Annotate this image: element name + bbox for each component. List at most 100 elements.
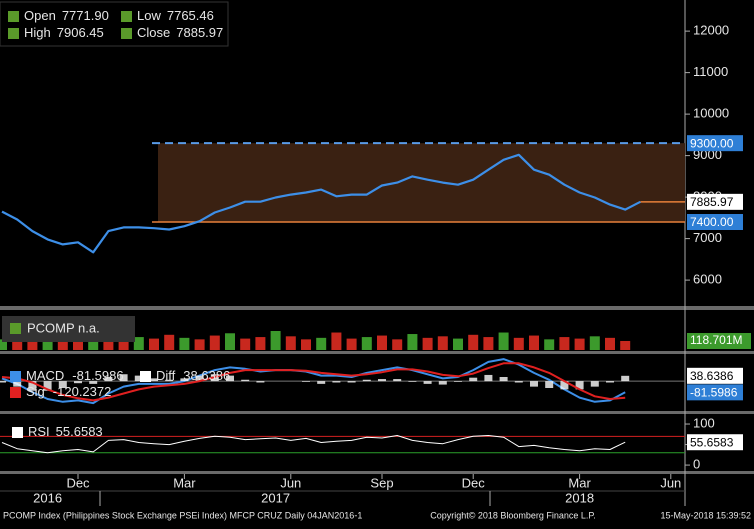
ohlc-label: Open <box>24 8 56 23</box>
ohlc-label: High <box>24 25 51 40</box>
rsi-tag-box <box>687 434 743 451</box>
y-tick-label: 100 <box>693 415 715 430</box>
footer-center: Copyright© 2018 Bloomberg Finance L.P. <box>430 510 596 520</box>
ohlc-entry: Open 7771.90 <box>24 8 109 23</box>
diff-bar <box>332 381 341 383</box>
macd-line <box>1 362 626 402</box>
volume-bar <box>27 336 38 350</box>
macd-legend-entry: Sig -120.2372 <box>26 384 111 399</box>
diff-bar <box>74 381 82 384</box>
x-tick-label: Mar <box>568 475 591 490</box>
volume-bar <box>73 338 83 350</box>
legend-swatch <box>121 11 132 22</box>
diff-bar <box>58 381 67 388</box>
ohlc-entry: Close 7885.97 <box>137 25 223 40</box>
diff-bar <box>195 375 204 382</box>
macd-legend-value: 38.6386 <box>183 368 230 383</box>
volume-bar <box>422 337 433 350</box>
volume-legend-label: PCOMP n.a. <box>27 320 100 335</box>
rsi-tag: 55.6583 <box>690 435 734 449</box>
ohlc-value: 7885.97 <box>176 25 223 40</box>
legend-swatch <box>12 427 23 438</box>
price-range-box <box>158 143 685 223</box>
volume-bar <box>407 334 418 350</box>
footer-left: PCOMP Index (Philippines Stock Exchange … <box>3 510 362 520</box>
diff-bar <box>560 381 569 390</box>
x-tick-label: Sep <box>370 475 393 490</box>
y-tick-label: 12000 <box>693 23 729 38</box>
diff-bar <box>0 381 6 383</box>
diff-bar <box>530 381 538 387</box>
diff-bar <box>575 381 584 390</box>
macd-legend-name: Sig <box>26 384 45 399</box>
diff-bar <box>393 379 402 382</box>
diff-bar <box>606 381 614 383</box>
last-price-tag-box <box>687 193 743 210</box>
panel-separator <box>0 306 754 310</box>
macd-legend-value: -120.2372 <box>53 384 112 399</box>
volume-bar <box>392 339 403 350</box>
rsi-legend-name: RSI <box>28 424 50 439</box>
rsi-line <box>1 435 626 454</box>
ohlc-entry: High 7906.45 <box>24 25 104 40</box>
volume-bar <box>270 331 281 350</box>
volume-bar <box>346 338 357 350</box>
legend-swatch <box>8 28 19 39</box>
volume-bar <box>285 336 296 350</box>
volume-bar <box>57 334 68 350</box>
volume-bar <box>361 337 372 350</box>
macd-tag: -81.5986 <box>690 386 738 400</box>
ohlc-label: Low <box>137 8 161 23</box>
range-low-tag: 7400.00 <box>690 215 734 229</box>
volume-bar <box>437 336 448 350</box>
y-tick-label: 10000 <box>693 106 729 121</box>
volume-bar <box>240 338 251 350</box>
diff-bar <box>317 381 326 384</box>
macd-tag: 38.6386 <box>690 369 734 383</box>
volume-bar <box>559 337 570 350</box>
diff-bar <box>13 381 22 387</box>
diff-bar <box>28 381 37 391</box>
diff-bar <box>514 381 523 383</box>
y-tick-label: 7000 <box>693 230 722 245</box>
x-tick-label: Mar <box>173 475 196 490</box>
diff-bar <box>378 379 386 382</box>
legend-swatch <box>10 323 21 334</box>
macd-tag-box <box>687 384 743 401</box>
volume-bar <box>179 337 190 350</box>
volume-bar <box>529 335 539 350</box>
volume-bar <box>316 337 327 350</box>
macd-tag-box <box>687 367 743 384</box>
x-tick-label: Dec <box>462 475 486 490</box>
diff-bar <box>347 381 356 383</box>
macd-legend-entry: Diff 38.6386 <box>156 368 230 383</box>
diff-bar <box>256 381 265 383</box>
legend-swatch <box>10 387 21 398</box>
volume-bar <box>12 340 23 350</box>
diff-bar <box>165 379 174 382</box>
diff-bar <box>499 377 508 382</box>
volume-bar <box>164 334 175 350</box>
y-tick-label: 0 <box>693 457 700 472</box>
diff-bar <box>438 381 447 385</box>
legend-swatch <box>140 371 151 382</box>
panel-separator <box>0 351 754 354</box>
volume-bar <box>301 339 311 350</box>
range-low-tag-box <box>687 214 743 231</box>
x-tick-label: Dec <box>66 475 90 490</box>
diff-bar <box>408 381 417 382</box>
price-line <box>1 153 641 254</box>
ohlc-entry: Low 7765.46 <box>137 8 214 23</box>
diff-bar <box>362 379 371 382</box>
diff-bar <box>119 374 128 382</box>
diff-bar <box>469 377 478 382</box>
volume-bar <box>255 337 266 350</box>
volume-tag: 118.701M <box>690 333 742 347</box>
macd-legend-name: MACD <box>26 368 64 383</box>
diff-bar <box>423 381 432 384</box>
last-price-tag: 7885.97 <box>690 195 734 209</box>
diff-bar <box>545 381 554 388</box>
volume-bar <box>42 337 53 350</box>
